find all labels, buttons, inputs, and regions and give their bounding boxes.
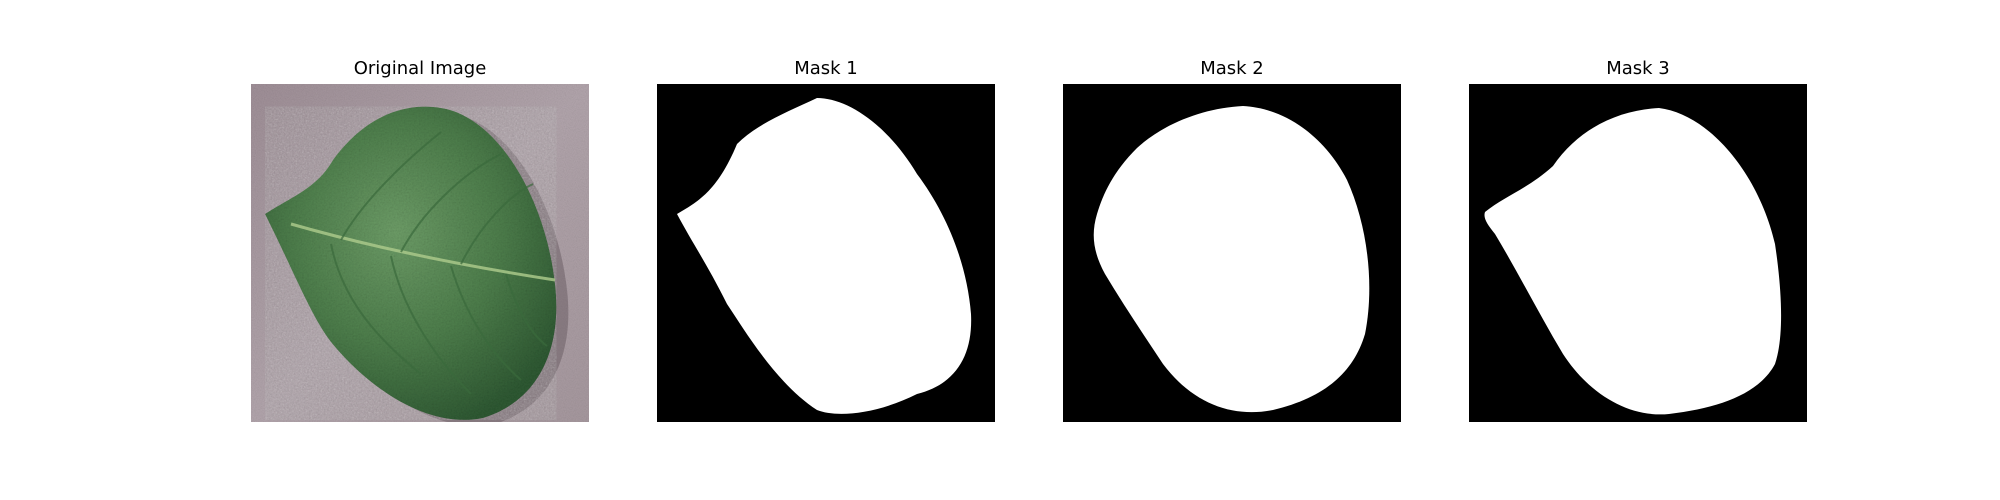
panel-title-original: Original Image (353, 58, 487, 79)
mask-3-image (1469, 84, 1807, 422)
panel-title-mask-3: Mask 3 (1606, 58, 1670, 79)
mask-2-image (1063, 84, 1401, 422)
panel-original: Original Image (251, 0, 589, 500)
panel-title-mask-2: Mask 2 (1200, 58, 1264, 79)
panel-mask-1: Mask 1 (657, 0, 995, 500)
panel-mask-3: Mask 3 (1469, 0, 1807, 500)
mask-1-image (657, 84, 995, 422)
original-leaf-image (251, 84, 589, 422)
panel-mask-2: Mask 2 (1063, 0, 1401, 500)
panel-title-mask-1: Mask 1 (794, 58, 858, 79)
